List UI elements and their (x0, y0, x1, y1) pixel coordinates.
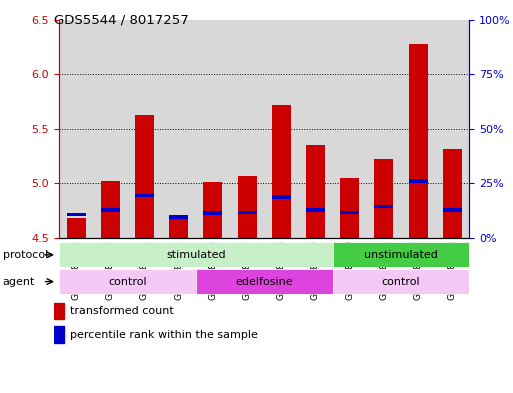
Text: transformed count: transformed count (70, 306, 174, 316)
Bar (93, 20, 127, 238)
Bar (59, 269, 196, 294)
Bar (101, 208, 120, 211)
Text: agent: agent (3, 277, 35, 286)
Bar (127, 20, 162, 238)
Bar (332, 269, 469, 294)
Text: control: control (108, 277, 147, 286)
Text: edelfosine: edelfosine (235, 277, 293, 286)
Bar (340, 178, 359, 238)
Bar (443, 208, 462, 212)
Text: protocol: protocol (3, 250, 48, 260)
Bar (340, 211, 359, 214)
Bar (264, 20, 299, 238)
Bar (169, 215, 188, 219)
Bar (332, 20, 367, 238)
Bar (238, 176, 256, 238)
Bar (401, 20, 435, 238)
Bar (169, 218, 188, 238)
Bar (306, 208, 325, 212)
Bar (196, 20, 230, 238)
Bar (54, 303, 64, 319)
Bar (59, 242, 332, 267)
Bar (162, 20, 196, 238)
Bar (374, 204, 393, 208)
Bar (204, 211, 222, 215)
Text: unstimulated: unstimulated (364, 250, 438, 260)
Bar (196, 269, 332, 294)
Bar (332, 242, 469, 267)
Text: GDS5544 / 8017257: GDS5544 / 8017257 (54, 14, 189, 27)
Bar (409, 180, 427, 183)
Bar (272, 105, 291, 238)
Bar (54, 326, 64, 343)
Bar (230, 20, 264, 238)
Bar (443, 149, 462, 238)
Bar (374, 159, 393, 238)
Bar (435, 20, 469, 238)
Bar (299, 20, 332, 238)
Bar (59, 20, 93, 238)
Bar (272, 195, 291, 199)
Bar (306, 145, 325, 238)
Bar (409, 44, 427, 238)
Bar (367, 20, 401, 238)
Text: control: control (382, 277, 420, 286)
Bar (238, 211, 256, 214)
Bar (204, 182, 222, 238)
Text: stimulated: stimulated (166, 250, 226, 260)
Bar (135, 194, 154, 197)
Bar (135, 114, 154, 238)
Text: percentile rank within the sample: percentile rank within the sample (70, 330, 258, 340)
Bar (67, 218, 86, 238)
Bar (101, 181, 120, 238)
Bar (67, 213, 86, 217)
